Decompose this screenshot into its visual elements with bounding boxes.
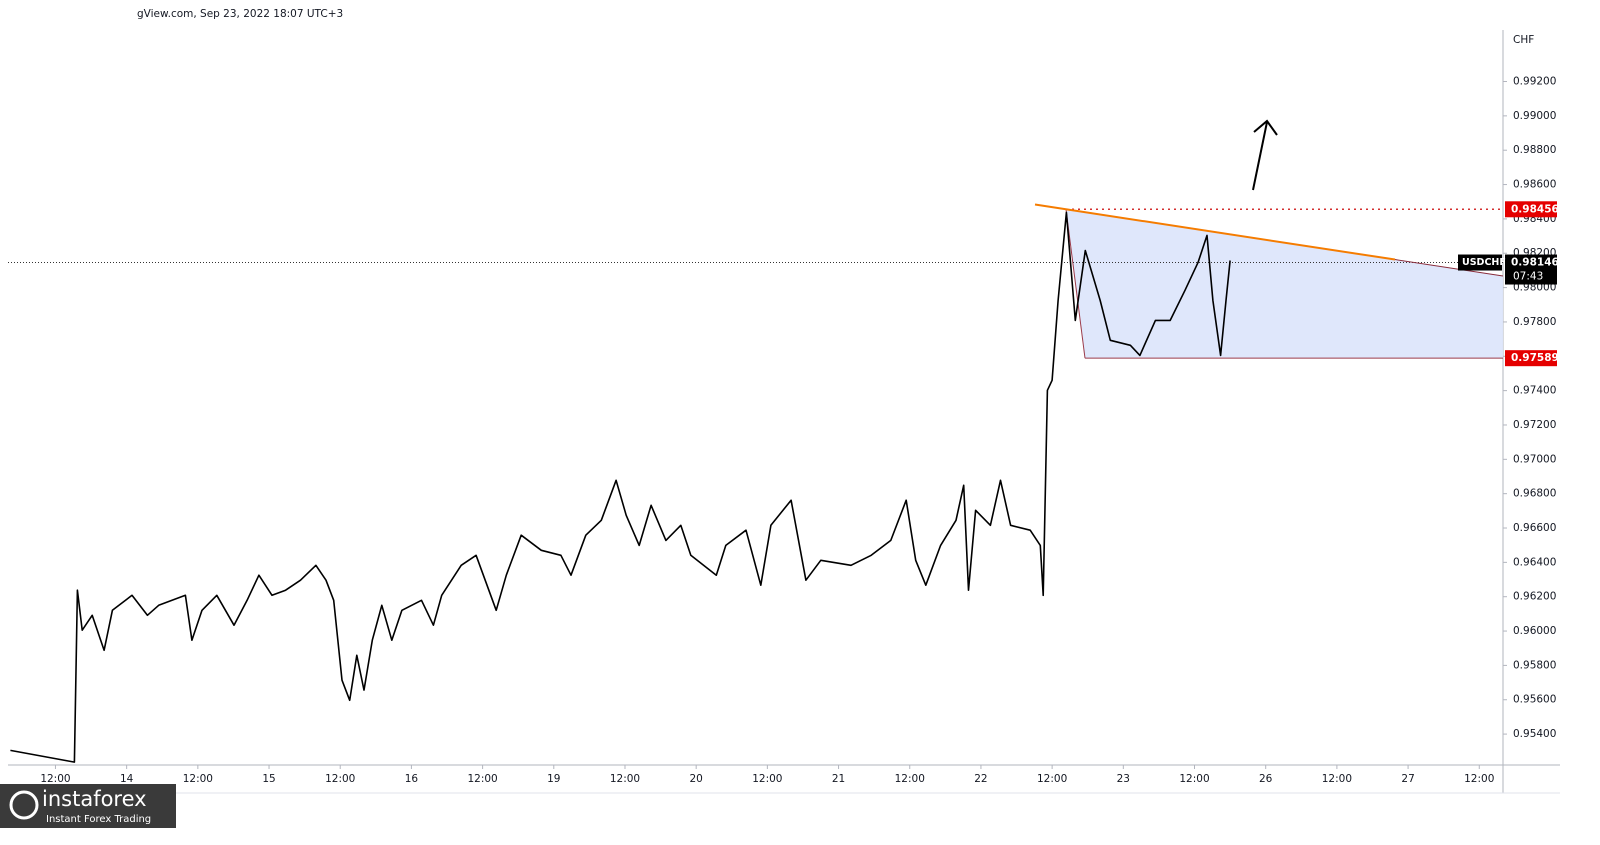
trendline-ext [1394, 259, 1504, 277]
x-tick-label: 12:00 [1037, 773, 1067, 785]
price-label-box [1505, 350, 1557, 367]
x-tick-label: 19 [547, 773, 560, 785]
x-tick-label: 12:00 [467, 773, 497, 785]
x-tick-label: 12:00 [895, 773, 925, 785]
triangle-edge [1065, 209, 1086, 359]
symbol-box [1458, 254, 1502, 271]
brand: instaforex [42, 787, 147, 811]
symbol: USDCHF [1462, 257, 1506, 268]
y-tick-label: 0.96400 [1513, 556, 1556, 568]
x-tick-label: 12:00 [752, 773, 782, 785]
logo: instaforex Instant Forex Trading [0, 784, 176, 828]
trendline [1034, 203, 1396, 261]
countdown: 07:43 [1513, 271, 1543, 283]
header: gView.com, Sep 23, 2022 18:07 UTC+3 [137, 8, 343, 20]
x-tick-label: 12:00 [40, 773, 70, 785]
y-tick-label: 0.96000 [1513, 625, 1556, 637]
x-tick-label: 16 [405, 773, 419, 785]
y-tick-label: 0.96800 [1513, 488, 1556, 500]
x-tick-label: 21 [832, 773, 845, 785]
last-price: 0.98146 [1511, 257, 1559, 269]
x-tick-label: 26 [1259, 773, 1273, 785]
arrow [1252, 119, 1278, 191]
x-tick-label: 12:00 [325, 773, 355, 785]
price-line [10, 211, 1231, 763]
tagline: Instant Forex Trading [46, 814, 151, 825]
plot: 0.95400 0.95600 0.95800 0.96000 0.96200 0.964… [8, 76, 1559, 785]
y-tick-label: 0.99000 [1513, 110, 1556, 122]
x-tick-label: 12:00 [610, 773, 640, 785]
x-tick-label: 27 [1401, 773, 1414, 785]
y-tick-label: 0.96600 [1513, 522, 1556, 534]
y-tick-label: 0.99200 [1513, 76, 1556, 88]
y-tick-label: 0.98000 [1513, 282, 1556, 294]
triangle-fill [1066, 209, 1503, 359]
y-tick-label: 0.95400 [1513, 728, 1556, 740]
y-tick-label: 0.97800 [1513, 316, 1556, 328]
y-unit: CHF [1513, 34, 1534, 46]
x-tick-label: 20 [689, 773, 702, 785]
x-tick-label: 12:00 [183, 773, 213, 785]
x-tick-label: 23 [1117, 773, 1130, 785]
y-tick-label: 0.97400 [1513, 385, 1556, 397]
x-tick-label: 12:00 [1464, 773, 1494, 785]
x-tick-label: 12:00 [1322, 773, 1352, 785]
price-label: 0.97589 [1511, 352, 1559, 364]
x-tick-label: 12:00 [1179, 773, 1209, 785]
x-tick-label: 22 [974, 773, 987, 785]
last-price-box [1505, 254, 1557, 285]
price-label: 0.98456 [1511, 203, 1559, 215]
y-tick-label: 0.95800 [1513, 659, 1556, 671]
price-label-box [1505, 201, 1557, 218]
x-tick-label: 15 [262, 773, 275, 785]
y-tick-label: 0.97200 [1513, 419, 1556, 431]
y-tick-label: 0.96200 [1513, 591, 1556, 603]
y-tick-label: 0.98800 [1513, 144, 1556, 156]
x-tick-label: 14 [120, 773, 134, 785]
y-tick-label: 0.98600 [1513, 179, 1556, 191]
y-tick-label: 0.97000 [1513, 453, 1556, 465]
y-tick-label: 0.95600 [1513, 694, 1556, 706]
